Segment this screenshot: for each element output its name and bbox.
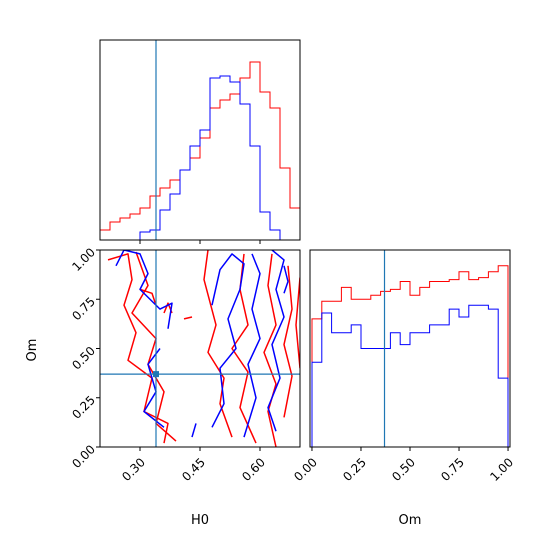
om-histogram-x-tick-label-2: 0.50 (389, 455, 418, 484)
h0-om-contour-panel: 0.30 0.45 0.60 0.00 0.25 0.50 0.75 1.00 (69, 245, 301, 484)
contour-red-line-3 (203, 250, 233, 438)
om-histogram-series-red (311, 265, 509, 447)
contour-frame (99, 249, 301, 448)
om-histogram-x-tick-label-4: 1.00 (487, 455, 516, 484)
h0-histogram-plot-area (100, 40, 300, 240)
contour-blue-line-3 (211, 253, 245, 428)
contour-x-tick-label-1: 0.45 (179, 455, 208, 484)
contour-y-axis-label: Om (25, 339, 40, 362)
contour-red-line-9 (183, 316, 193, 320)
h0-histogram-series-blue (100, 75, 300, 240)
om-histogram-panel: 0.00 0.25 0.50 0.75 1.00 (291, 249, 516, 484)
contour-y-tick-label-3: 0.75 (69, 294, 98, 323)
om-histogram-x-axis-label: Om (399, 513, 422, 528)
contour-red-line-2 (139, 288, 157, 306)
contour-x-axis-label: H0 (191, 513, 209, 528)
contour-x-tick-label-0: 0.30 (119, 455, 148, 484)
contour-blue-line-6 (283, 265, 289, 294)
om-histogram-x-tick-label-3: 0.75 (438, 455, 467, 484)
contour-blue-line-4 (243, 253, 261, 438)
contour-red-line-7 (295, 277, 300, 369)
contour-truth-marker (153, 371, 159, 378)
contour-blue-line-5 (267, 250, 285, 432)
contour-red-line-0 (107, 253, 169, 444)
om-histogram-frame (309, 249, 511, 448)
contour-red-line-5 (263, 253, 277, 447)
h0-histogram-panel (99, 39, 301, 244)
om-histogram-x-tick-label-1: 0.25 (340, 455, 369, 484)
contour-y-tick-label-2: 0.50 (69, 344, 98, 373)
contour-y-tick-label-0: 0.00 (69, 442, 98, 471)
contour-blue-line-2 (191, 423, 197, 438)
om-histogram-x-tick-label-0: 0.00 (291, 455, 320, 484)
contour-y-tick-label-1: 0.25 (69, 393, 98, 422)
om-histogram-series-blue (311, 304, 509, 447)
h0-histogram-frame (99, 39, 301, 241)
contour-blue-line-0 (115, 250, 173, 329)
om-histogram-plot-area (311, 250, 509, 447)
contour-plot-area (100, 250, 300, 447)
contour-y-tick-label-4: 1.00 (69, 245, 98, 274)
h0-histogram-series-red (100, 61, 300, 240)
contour-x-tick-label-2: 0.60 (239, 455, 268, 484)
contour-red-line-1 (131, 251, 177, 442)
contour-red-line-6 (283, 265, 293, 418)
